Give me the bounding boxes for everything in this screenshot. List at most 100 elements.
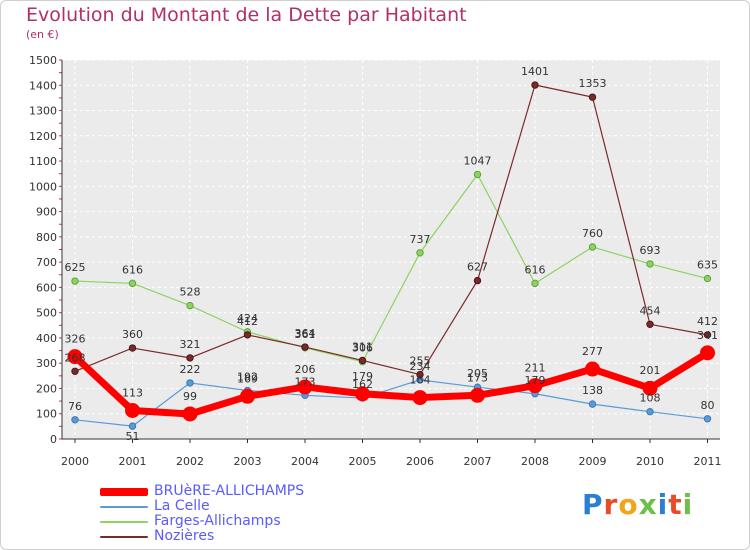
- logo-letter: i: [682, 488, 694, 521]
- data-label: 1047: [464, 154, 492, 167]
- x-tick-label: 2011: [694, 455, 722, 468]
- data-label: 424: [237, 312, 258, 325]
- chart-title: Evolution du Montant de la Dette par Hab…: [26, 4, 467, 26]
- data-label: 222: [180, 363, 201, 376]
- legend-item-la-celle: La Celle: [100, 499, 420, 514]
- data-label: 616: [122, 263, 143, 276]
- y-tick-label: 1400: [29, 79, 57, 92]
- data-label: 162: [352, 378, 373, 391]
- data-label: 625: [65, 261, 86, 274]
- series-line-2: [74, 173, 709, 363]
- data-label: 76: [68, 400, 82, 413]
- y-tick-label: 1000: [29, 180, 57, 193]
- data-point: [182, 406, 198, 422]
- data-label: 179: [352, 370, 373, 383]
- data-label: 173: [467, 371, 488, 384]
- y-tick-label: 900: [36, 206, 57, 219]
- x-tick-label: 2004: [291, 455, 319, 468]
- logo-letter: o: [618, 488, 639, 521]
- data-point: [642, 380, 658, 396]
- x-tick-label: 2000: [61, 455, 89, 468]
- data-label: 693: [640, 244, 661, 257]
- data-point: [71, 367, 79, 375]
- y-tick-label: 100: [36, 408, 57, 421]
- data-label: 528: [180, 286, 201, 299]
- x-tick-label: 2006: [406, 455, 434, 468]
- data-point: [412, 390, 428, 406]
- x-tick-label: 2005: [349, 455, 377, 468]
- data-point: [646, 408, 654, 416]
- data-point: [358, 356, 367, 365]
- data-label: 173: [295, 375, 316, 388]
- y-tick-label: 500: [36, 307, 57, 320]
- data-label: 635: [697, 259, 718, 272]
- data-point: [646, 320, 654, 328]
- data-point: [703, 415, 712, 423]
- x-tick-label: 2007: [464, 455, 492, 468]
- legend-label: BRUèRE-ALLICHAMPS: [154, 483, 305, 499]
- proxiti-logo: Proxiti: [582, 488, 693, 521]
- data-label: 760: [582, 227, 603, 240]
- data-label: 201: [640, 364, 661, 377]
- data-label: 99: [183, 390, 197, 403]
- data-label: 616: [525, 263, 546, 276]
- data-label: 364: [295, 327, 316, 340]
- data-label: 138: [582, 384, 603, 397]
- y-tick-label: 600: [36, 281, 57, 294]
- data-point: [125, 402, 140, 418]
- data-point: [128, 279, 137, 288]
- data-point: [240, 388, 255, 404]
- data-label: 737: [410, 233, 431, 246]
- x-tick-label: 2008: [521, 455, 549, 468]
- data-point: [700, 345, 715, 361]
- chart-subtitle: (en €): [26, 28, 59, 41]
- data-label: 277: [582, 345, 603, 358]
- data-point: [470, 387, 485, 403]
- legend-swatch: [100, 505, 148, 508]
- data-point: [71, 277, 79, 285]
- data-label: 211: [525, 362, 546, 375]
- legend-swatch: [100, 520, 148, 523]
- x-tick-label: 2001: [119, 455, 147, 468]
- y-tick-label: 400: [36, 332, 57, 345]
- data-point: [186, 301, 194, 310]
- data-label: 113: [122, 386, 143, 399]
- data-label: 326: [65, 333, 86, 346]
- data-point: [67, 349, 83, 365]
- data-point: [531, 81, 539, 89]
- legend-item-farges: Farges-Allichamps: [100, 514, 420, 529]
- data-label: 306: [352, 342, 373, 355]
- x-tick-label: 2009: [579, 455, 607, 468]
- legend-swatch: [100, 487, 148, 496]
- logo-letter: r: [603, 488, 619, 521]
- y-tick-label: 1200: [29, 130, 57, 143]
- data-label: 361: [295, 328, 316, 341]
- data-point: [416, 370, 424, 379]
- data-point: [527, 378, 543, 394]
- series-line-0: [71, 349, 711, 418]
- data-point: [588, 243, 597, 251]
- data-label: 169: [237, 372, 258, 385]
- y-tick-label: 700: [36, 256, 57, 269]
- data-point: [473, 276, 482, 285]
- x-tick-label: 2010: [636, 455, 664, 468]
- data-point: [588, 93, 597, 101]
- legend-label: Nozières: [154, 528, 215, 544]
- legend-label: Farges-Allichamps: [154, 513, 281, 529]
- data-point: [585, 361, 600, 377]
- data-label: 205: [467, 367, 488, 380]
- x-tick-label: 2003: [234, 455, 262, 468]
- legend-swatch: [100, 535, 148, 538]
- data-point: [416, 249, 424, 257]
- data-point: [128, 422, 137, 430]
- data-label: 454: [640, 304, 661, 317]
- data-label: 51: [126, 430, 140, 443]
- data-point: [186, 379, 194, 387]
- legend-item-bruere: BRUèRE-ALLICHAMPS: [100, 484, 420, 499]
- data-label: 1401: [521, 65, 549, 78]
- data-label: 234: [410, 360, 431, 373]
- data-label: 206: [295, 363, 316, 376]
- data-point: [588, 400, 597, 408]
- y-tick-label: 1300: [29, 105, 57, 118]
